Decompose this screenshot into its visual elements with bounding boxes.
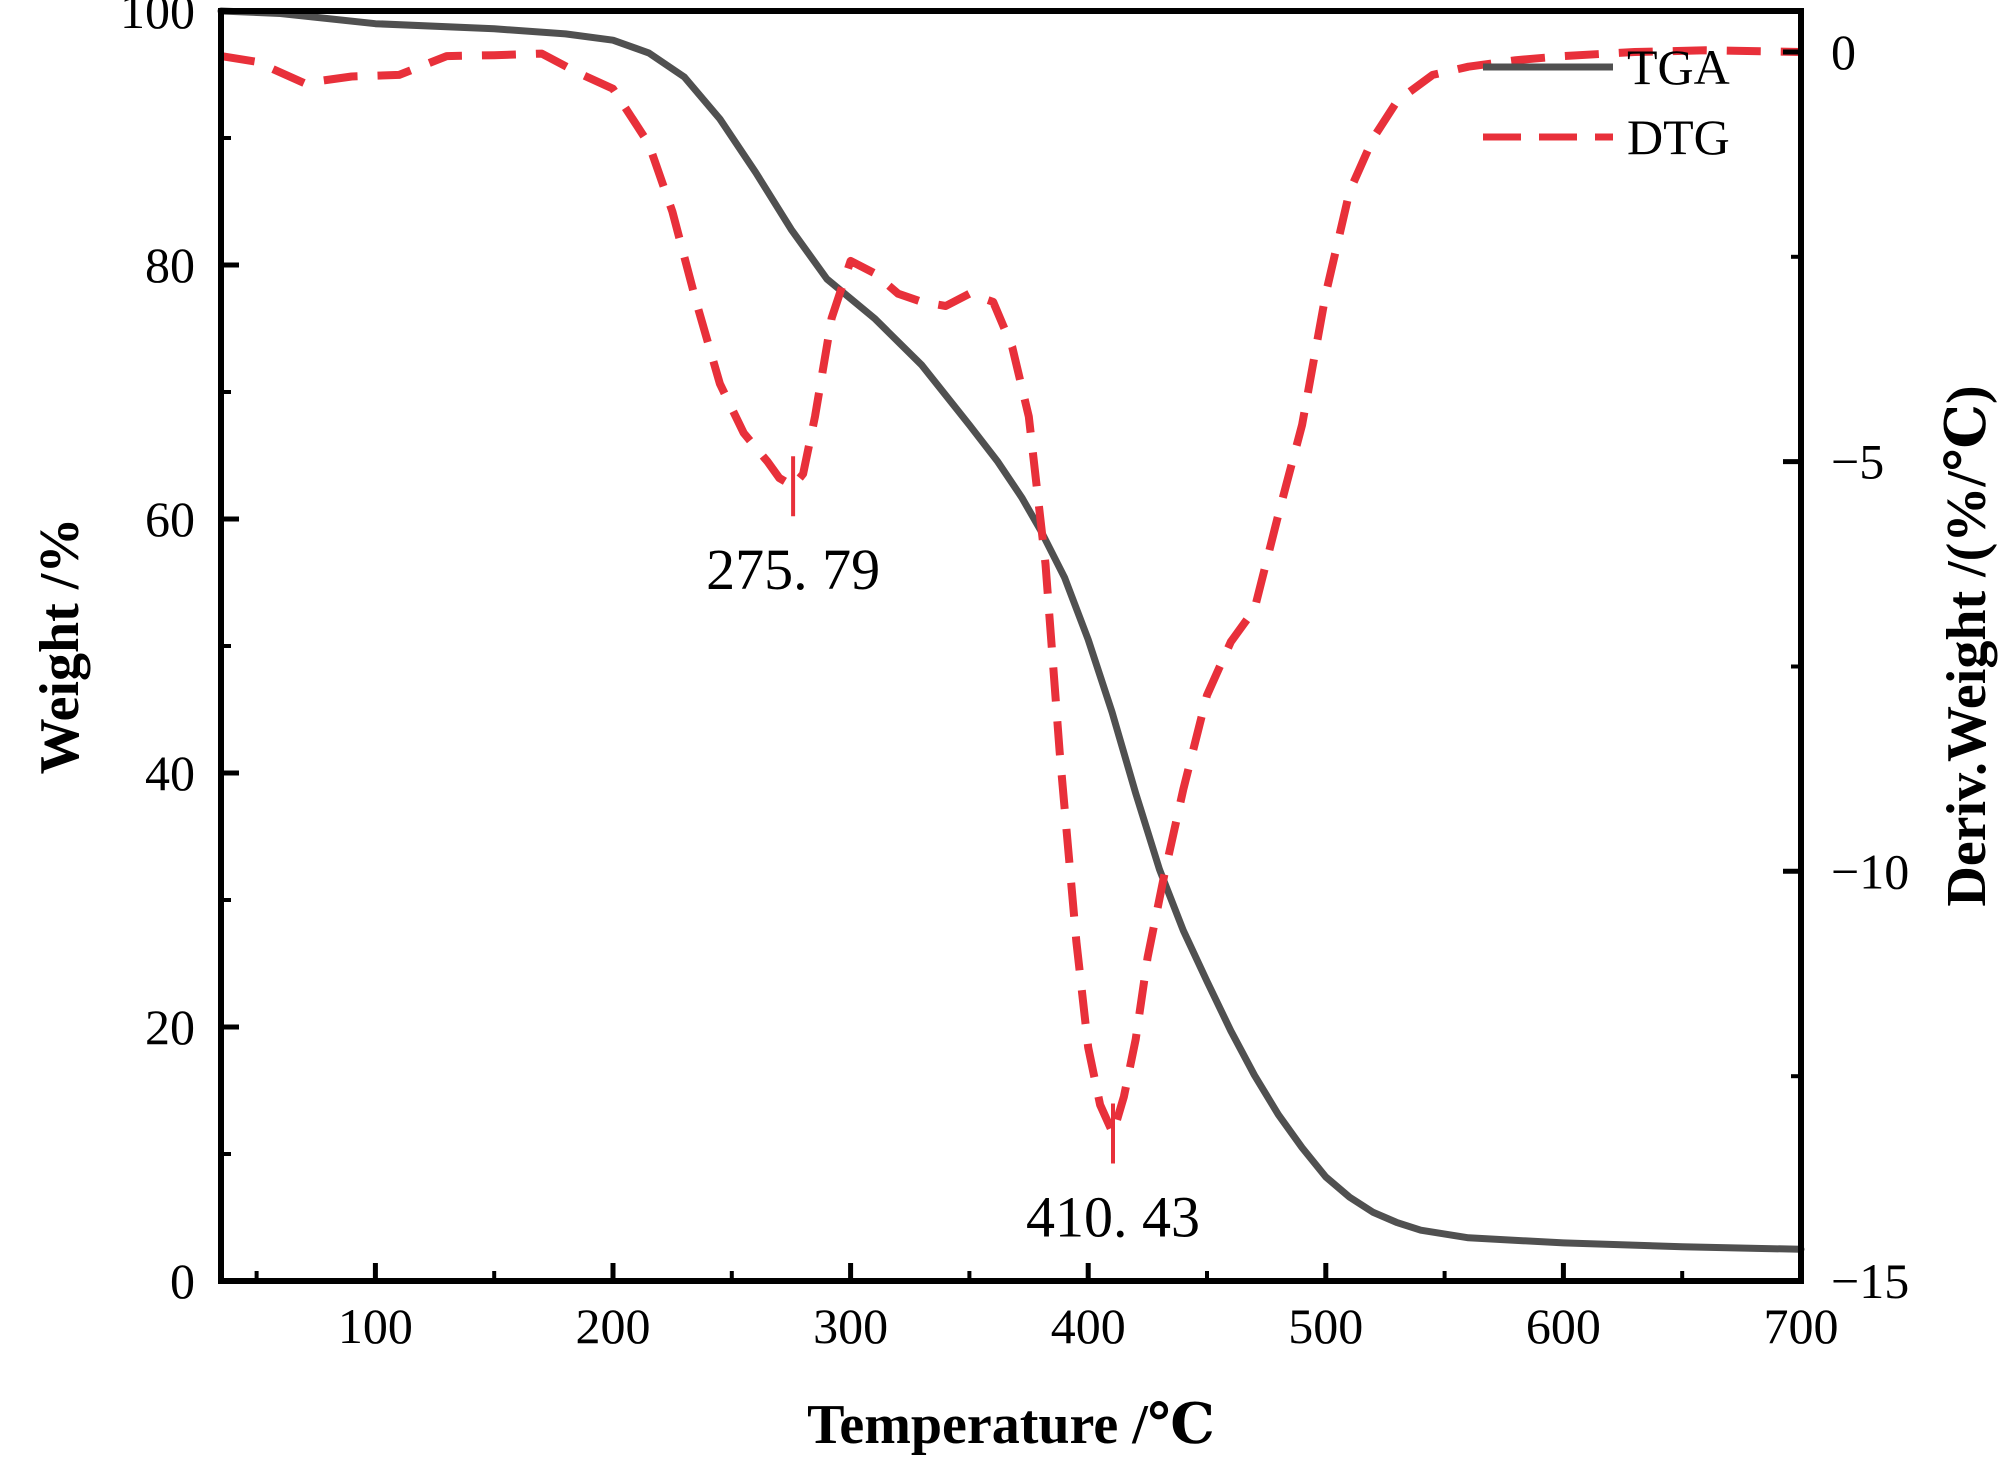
peak-label-2: 410. 43 [1026, 1185, 1200, 1250]
x-axis-title: Temperature /℃ [807, 1394, 1215, 1456]
y2-tick-label: −15 [1831, 1253, 1909, 1309]
x-tick-label: 200 [576, 1298, 651, 1354]
legend: TGA DTG [1483, 39, 1730, 165]
x-tick-label: 600 [1526, 1298, 1601, 1354]
y-tick-label: 40 [145, 745, 195, 801]
x-tick-label: 300 [813, 1298, 888, 1354]
x-tick-label: 500 [1288, 1298, 1363, 1354]
series-line-tga [217, 7, 1805, 1253]
y2-axis-title: Deriv.Weight /(%/℃) [1936, 385, 1998, 906]
x-tick-label: 100 [338, 1298, 413, 1354]
legend-label-dtg: DTG [1627, 109, 1730, 165]
x-tick-label: 400 [1051, 1298, 1126, 1354]
tick-layer [221, 8, 1804, 1284]
peak-marker-layer: 275. 79 410. 43 [706, 456, 1200, 1250]
tick-label-layer: 100 200 300 400 500 600 700 0 20 40 60 80 100 −15 −10 −… [120, 0, 1909, 1354]
peak-label-1: 275. 79 [706, 537, 880, 602]
y-axis-title: Weight /% [29, 518, 91, 775]
y-tick-label: 80 [145, 237, 195, 293]
y-tick-label: 60 [145, 491, 195, 547]
legend-label-tga: TGA [1627, 39, 1730, 95]
x-tick-label: 700 [1764, 1298, 1839, 1354]
y-tick-label: 20 [145, 999, 195, 1055]
y2-tick-label: 0 [1831, 24, 1856, 80]
y-tick-label: 0 [170, 1253, 195, 1309]
y2-tick-label: −5 [1831, 434, 1884, 490]
y2-tick-label: −10 [1831, 843, 1909, 899]
series-layer [217, 7, 1805, 1253]
y-tick-label: 100 [120, 0, 195, 39]
series-line-dtg [220, 46, 1802, 1138]
